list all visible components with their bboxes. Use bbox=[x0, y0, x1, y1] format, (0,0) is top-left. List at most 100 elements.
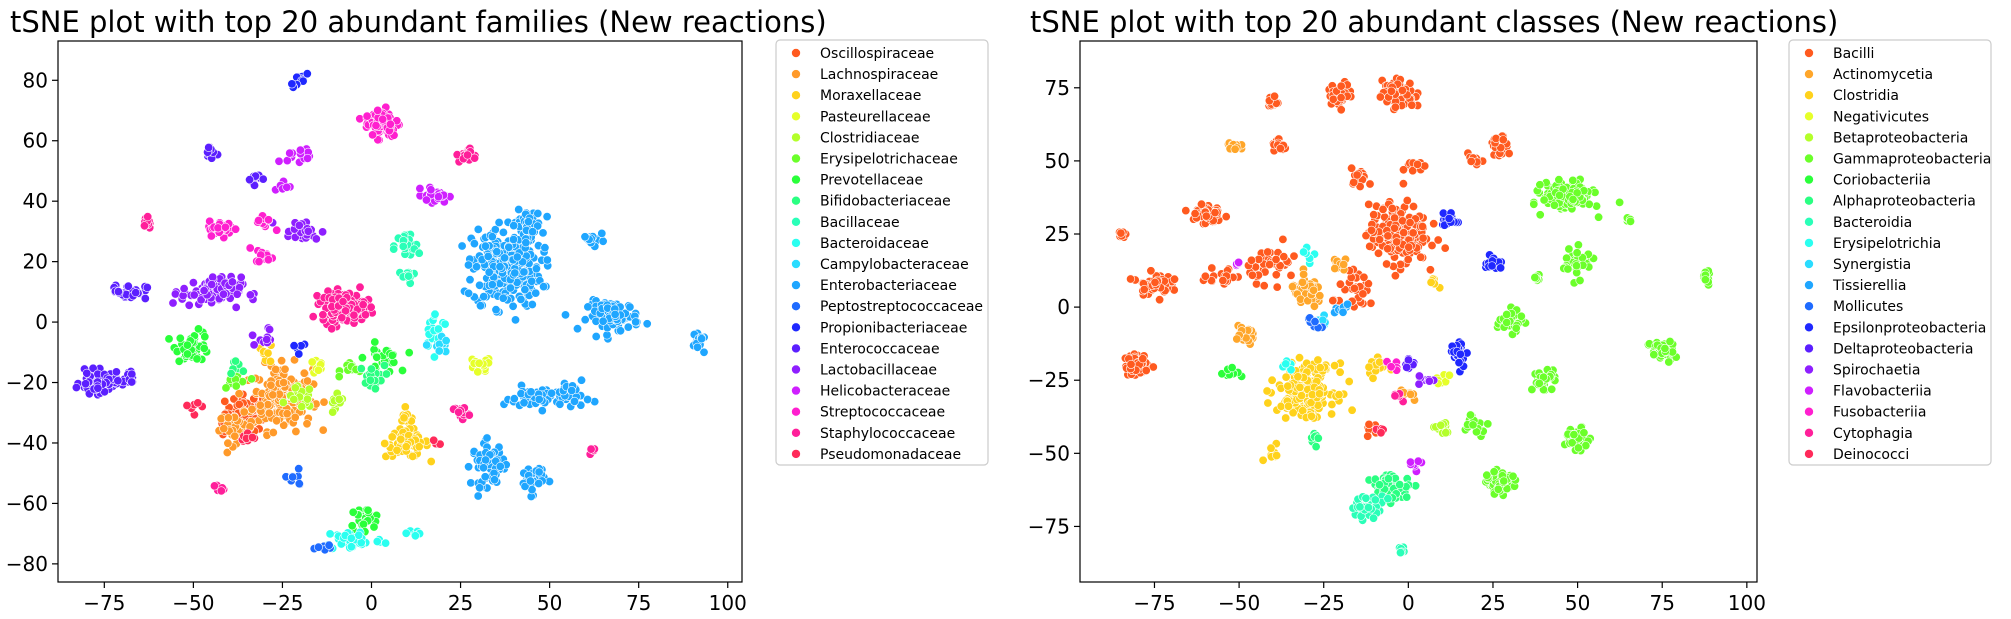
data-point bbox=[1482, 470, 1492, 480]
data-point bbox=[1390, 271, 1400, 281]
data-point bbox=[1584, 199, 1594, 209]
data-point bbox=[1425, 265, 1435, 275]
data-point bbox=[338, 297, 348, 307]
data-point bbox=[289, 341, 299, 351]
data-point bbox=[93, 383, 103, 393]
legend-label: Peptostreptococcaceae bbox=[820, 299, 983, 315]
data-point bbox=[238, 366, 248, 376]
y-tick-label: −20 bbox=[6, 371, 48, 395]
data-point bbox=[1508, 471, 1518, 481]
data-point bbox=[1295, 353, 1305, 363]
data-point bbox=[193, 398, 203, 408]
data-point bbox=[131, 288, 141, 298]
y-tick-label: −75 bbox=[1028, 514, 1070, 538]
data-point bbox=[381, 369, 391, 379]
data-point bbox=[247, 374, 257, 384]
data-point bbox=[258, 174, 268, 184]
legend-marker bbox=[791, 132, 801, 143]
legend-marker bbox=[1804, 406, 1814, 417]
data-point bbox=[168, 298, 178, 308]
data-point bbox=[1496, 263, 1506, 273]
data-point bbox=[464, 462, 474, 472]
data-point bbox=[1364, 362, 1374, 372]
data-point bbox=[1573, 240, 1583, 250]
legend-label: Cytophagia bbox=[1833, 426, 1913, 442]
data-point bbox=[426, 185, 436, 195]
data-point bbox=[1355, 182, 1365, 192]
series-points bbox=[140, 143, 599, 496]
legend-marker bbox=[791, 427, 801, 438]
legend-label: Staphylococcaceae bbox=[820, 426, 955, 442]
legend-marker bbox=[1804, 449, 1814, 459]
data-point bbox=[1283, 381, 1293, 391]
data-point bbox=[355, 282, 365, 292]
series-points bbox=[255, 336, 436, 466]
series-points bbox=[307, 354, 494, 378]
data-point bbox=[1336, 81, 1346, 91]
series-points bbox=[1224, 138, 1420, 405]
data-point bbox=[356, 538, 366, 548]
data-point bbox=[1375, 92, 1385, 102]
legend-label: Erysipelotrichaceae bbox=[820, 152, 958, 168]
data-point bbox=[189, 290, 199, 300]
data-point bbox=[368, 130, 378, 140]
data-point bbox=[221, 383, 231, 393]
data-point bbox=[531, 288, 541, 298]
data-point bbox=[113, 287, 123, 297]
legend-marker bbox=[791, 217, 801, 227]
data-point bbox=[216, 486, 226, 496]
legend-label: Epsilonproteobacteria bbox=[1833, 320, 1986, 336]
data-point bbox=[127, 377, 137, 387]
data-point bbox=[1361, 231, 1371, 241]
series-points bbox=[457, 205, 709, 501]
data-point bbox=[1364, 199, 1374, 209]
legend-marker bbox=[1804, 174, 1814, 185]
data-point bbox=[389, 244, 399, 254]
data-point bbox=[1579, 428, 1589, 438]
data-point bbox=[473, 367, 483, 377]
legend-marker bbox=[791, 364, 801, 375]
series-points bbox=[204, 102, 404, 267]
data-point bbox=[302, 376, 312, 386]
legend-label: Bacilli bbox=[1833, 46, 1874, 62]
legend: Bacilli Actinomycetia Clostridia Negativicu… bbox=[1788, 39, 1992, 466]
data-point bbox=[1418, 233, 1428, 243]
data-point bbox=[397, 365, 407, 375]
data-point bbox=[220, 396, 230, 406]
data-point bbox=[410, 531, 420, 541]
series-points bbox=[323, 309, 450, 553]
data-point bbox=[415, 184, 425, 194]
x-tick-label: 75 bbox=[1649, 591, 1674, 615]
data-point bbox=[140, 221, 150, 231]
data-point bbox=[311, 234, 321, 244]
data-point bbox=[1327, 399, 1337, 409]
data-point bbox=[348, 507, 358, 517]
data-point bbox=[1364, 502, 1374, 512]
data-point bbox=[521, 238, 531, 248]
data-point bbox=[297, 402, 307, 412]
data-point bbox=[1328, 94, 1338, 104]
data-point bbox=[401, 528, 411, 538]
data-point bbox=[1466, 156, 1476, 166]
data-point bbox=[610, 309, 620, 319]
data-point bbox=[200, 332, 210, 342]
data-point bbox=[1336, 93, 1346, 103]
data-point bbox=[1405, 78, 1415, 88]
data-point bbox=[142, 282, 152, 292]
data-point bbox=[274, 156, 284, 166]
data-point bbox=[1210, 208, 1220, 218]
data-point bbox=[540, 243, 550, 253]
data-point bbox=[508, 235, 518, 245]
data-point bbox=[1299, 247, 1309, 257]
data-point bbox=[294, 220, 304, 230]
legend-label: Enterobacteriaceae bbox=[820, 278, 957, 294]
data-point bbox=[346, 542, 356, 552]
x-tick-label: −25 bbox=[1303, 591, 1345, 615]
data-point bbox=[1564, 244, 1574, 254]
data-point bbox=[1534, 378, 1544, 388]
data-point bbox=[1363, 431, 1373, 441]
data-point bbox=[354, 530, 364, 540]
data-point bbox=[520, 481, 530, 491]
y-tick-label: 25 bbox=[1045, 222, 1070, 246]
